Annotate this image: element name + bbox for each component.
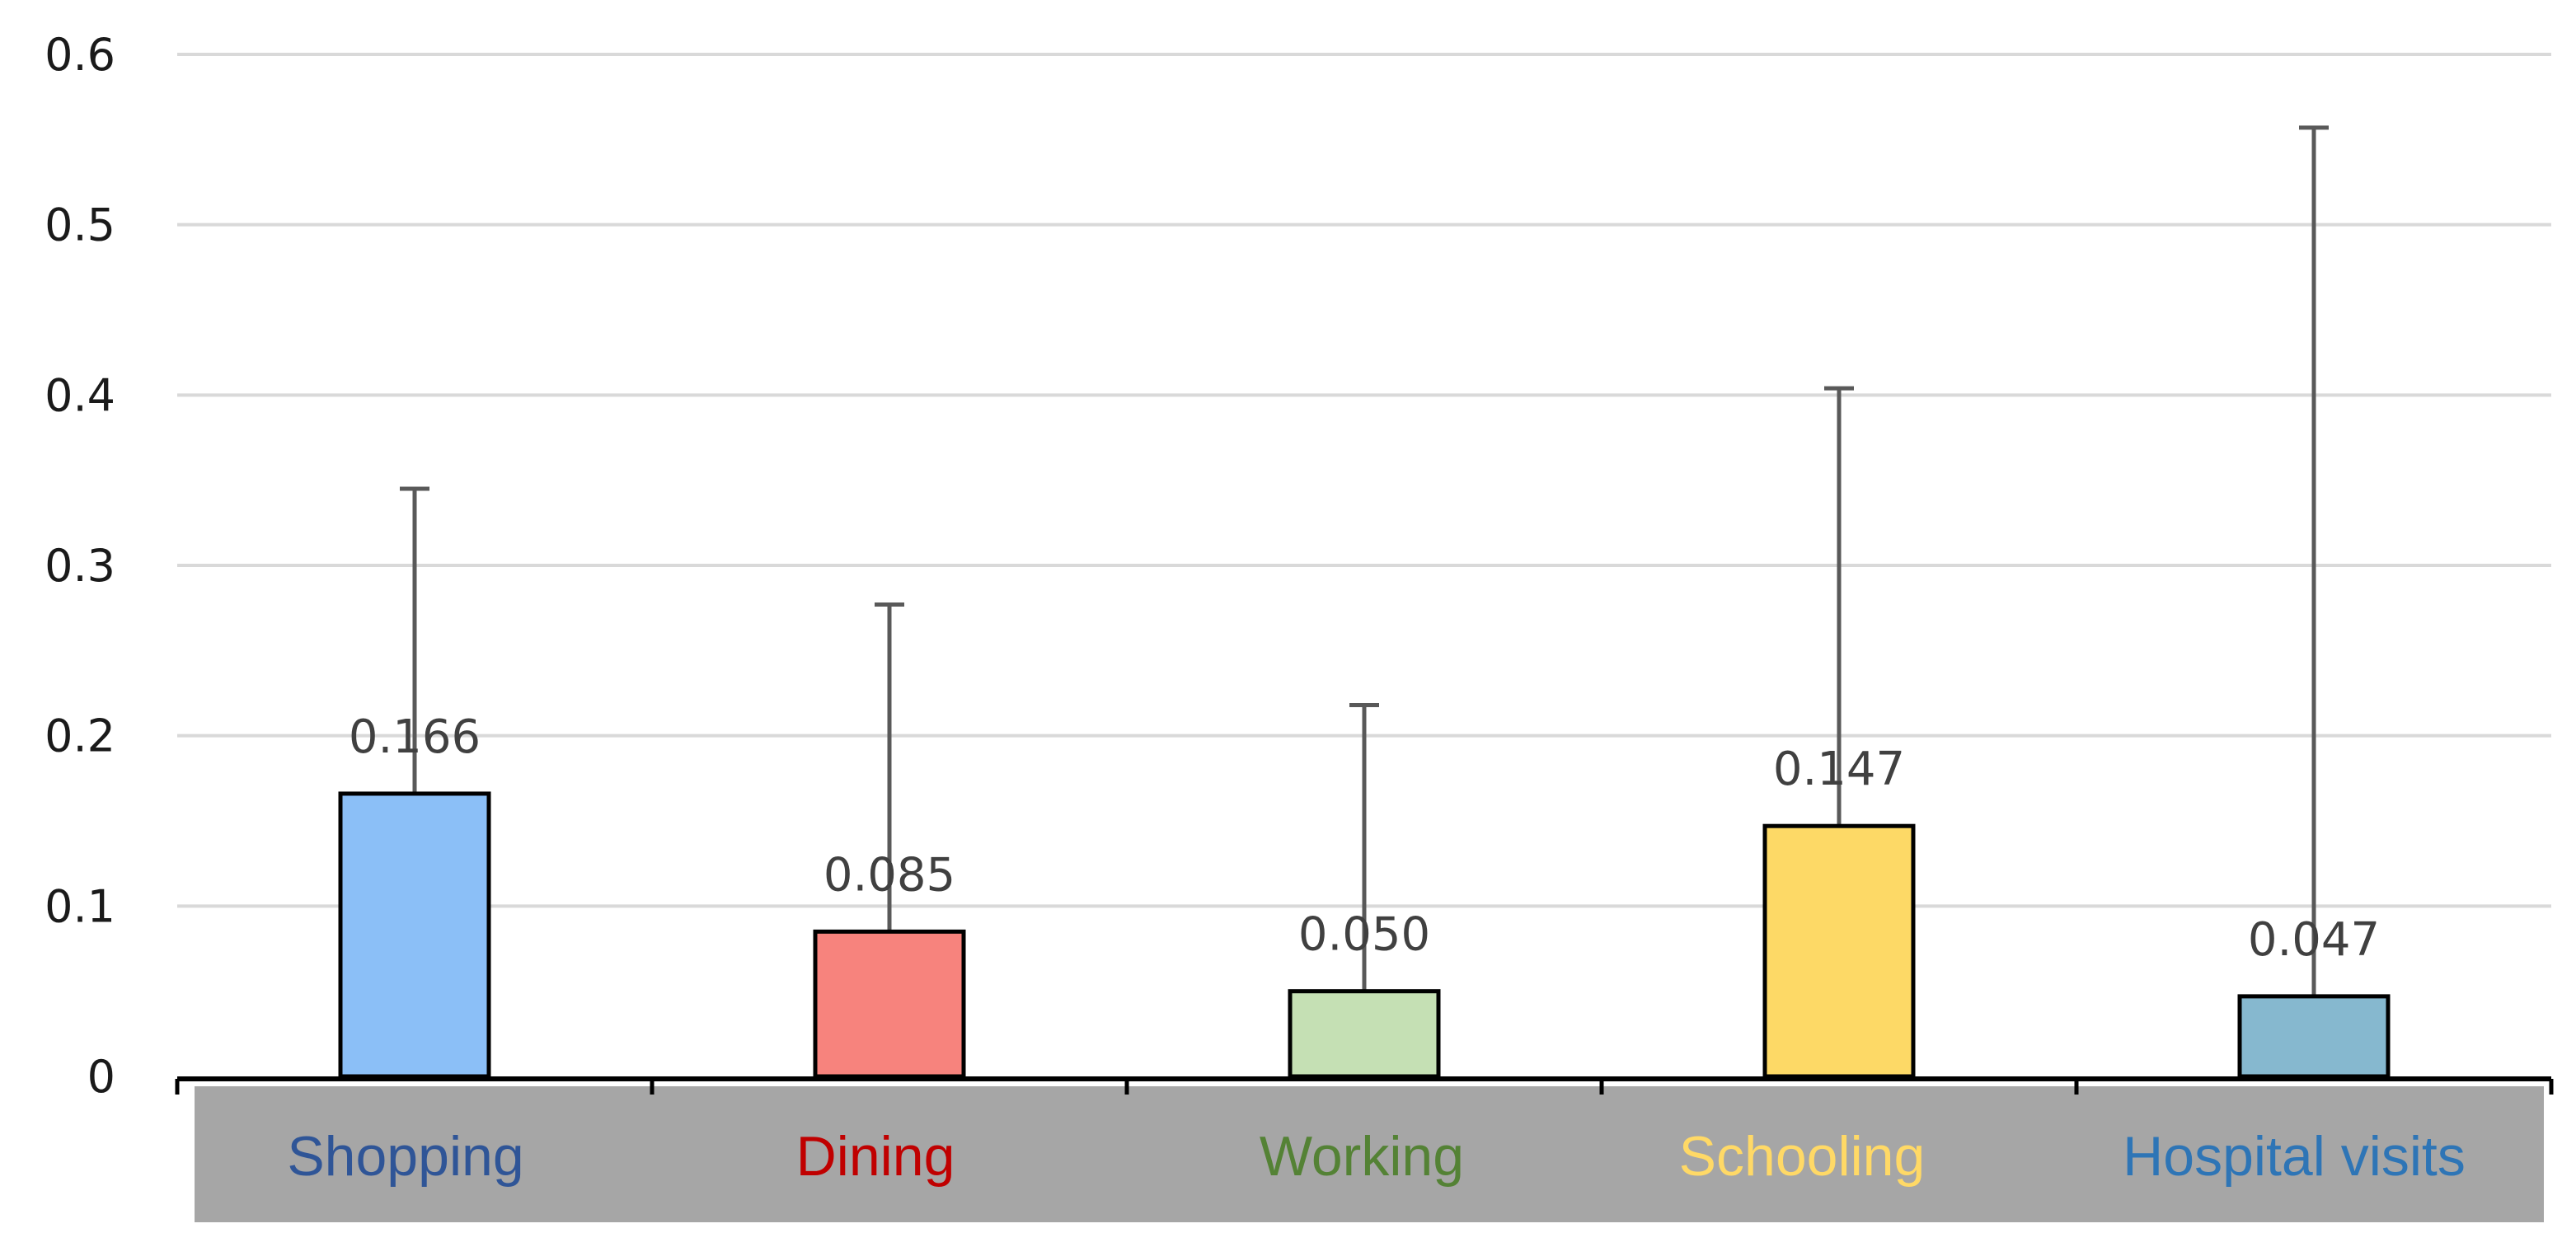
data-label: 0.085 [823,848,955,902]
y-tick-label: 0.1 [45,880,115,932]
y-tick-label: 0.3 [45,540,115,592]
bar-schooling [1762,823,1916,1079]
category-label: Schooling [1679,1125,1926,1188]
x-axis [175,1076,2554,1095]
data-label: 0.147 [1773,743,1905,796]
gridlines [177,53,2551,908]
category-label: Hospital visits [2123,1125,2466,1188]
category-axis-band [195,1086,2544,1222]
data-label: 0.166 [349,710,481,764]
bars [338,791,2391,1079]
category-label: Dining [796,1125,955,1188]
bar-hospital-visits [2237,994,2391,1079]
category-labels: Shopping Dining Working Schooling Hospital v… [287,1125,2466,1188]
bar-shopping [338,791,491,1079]
y-tick-label: 0.5 [45,199,115,251]
data-label: 0.050 [1298,908,1430,962]
y-tick-label: 0.2 [45,710,115,762]
category-label: Working [1260,1125,1464,1188]
error-bars [400,125,2329,996]
y-tick-label: 0.4 [45,369,115,421]
category-label: Shopping [287,1125,523,1188]
bar-dining [813,929,966,1079]
y-tick-label: 0.6 [45,29,115,81]
category-band [195,1086,2544,1222]
bar-working [1288,989,1441,1079]
y-tick-label: 0 [87,1051,115,1103]
data-labels: 0.166 0.085 0.050 0.147 0.047 [349,710,2380,967]
y-axis-tick-labels: 0 0.1 0.2 0.3 0.4 0.5 0.6 [45,29,115,1103]
data-label: 0.047 [2248,913,2380,967]
